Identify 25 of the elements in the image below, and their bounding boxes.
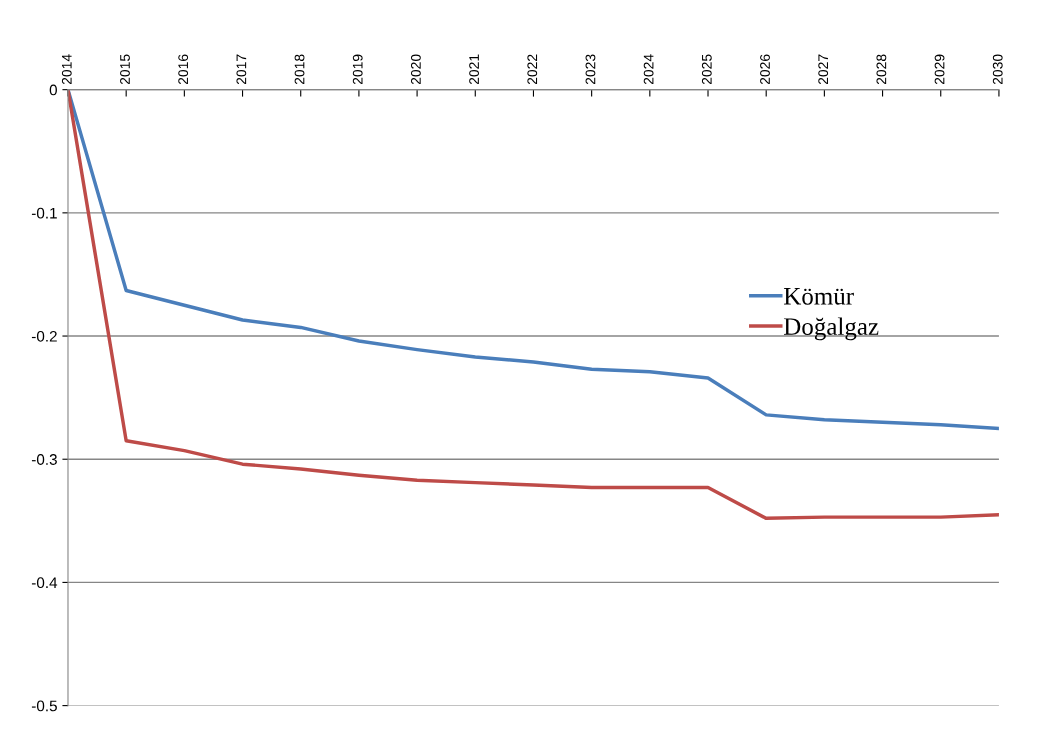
x-tick-label: 2019 [352,54,363,85]
x-tick-label: 2021 [469,54,479,85]
x-tick-label: 2018 [294,54,305,85]
y-tick-label: -0.3 [31,454,57,465]
legend-label: Doğalgaz [783,317,879,341]
x-tick-label: 2016 [178,54,189,85]
x-tick-label: 2029 [934,54,945,85]
y-tick-label: -0.4 [31,577,58,589]
y-tick-label: -0.5 [31,700,57,712]
x-tick-label: 2027 [818,54,829,85]
x-tick-label: 2030 [992,54,1003,85]
y-tick-label: -0.1 [31,207,57,219]
x-tick-label: 2020 [410,54,421,85]
x-tick-label: 2023 [585,54,596,85]
legend-label: Kömür [783,288,854,305]
x-tick-label: 2025 [701,54,712,85]
x-tick-label: 2024 [643,54,654,85]
x-tick-label: 2017 [236,54,247,85]
x-tick-label: 2022 [527,54,538,85]
x-tick-label: 2015 [120,54,130,85]
y-tick-label: 0 [49,84,57,96]
y-tick-label: -0.2 [31,330,57,342]
x-tick-label: 2028 [876,54,887,85]
x-tick-label: 2014 [61,54,72,85]
x-tick-label: 2026 [760,54,770,85]
